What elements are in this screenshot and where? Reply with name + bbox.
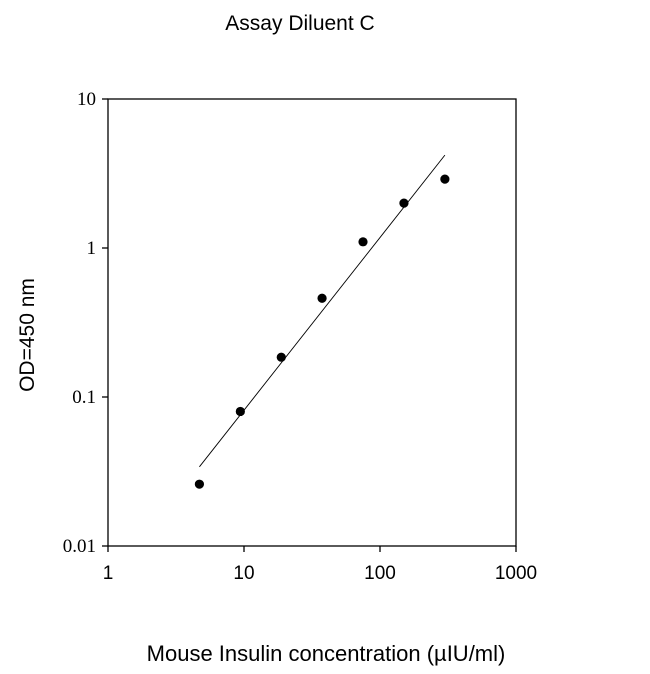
x-tick-label: 10: [233, 563, 254, 584]
plot-frame: [107, 98, 517, 547]
chart-title: Assay Diluent C: [225, 12, 374, 35]
x-axis-label: Mouse Insulin concentration (µIU/ml): [147, 641, 506, 666]
data-points: [194, 174, 450, 489]
data-point: [194, 479, 205, 489]
data-point: [358, 237, 368, 247]
x-axis: 1 10 100 1000: [103, 546, 537, 584]
y-tick-label: 10: [77, 89, 96, 110]
data-point: [440, 174, 450, 184]
y-tick-label: 0.1: [72, 387, 96, 408]
data-point: [399, 198, 409, 208]
data-point: [317, 293, 327, 303]
y-tick-label: 0.01: [63, 536, 96, 557]
y-tick-label: 1: [87, 238, 97, 259]
y-axis: 0.01 0.1 1 10: [63, 89, 108, 557]
data-point: [235, 406, 245, 417]
x-tick-label: 1: [103, 563, 114, 584]
x-tick-label: 100: [364, 563, 396, 584]
x-tick-label: 1000: [495, 563, 537, 584]
data-point: [276, 352, 286, 362]
y-axis-label: OD=450 nm: [16, 278, 39, 392]
